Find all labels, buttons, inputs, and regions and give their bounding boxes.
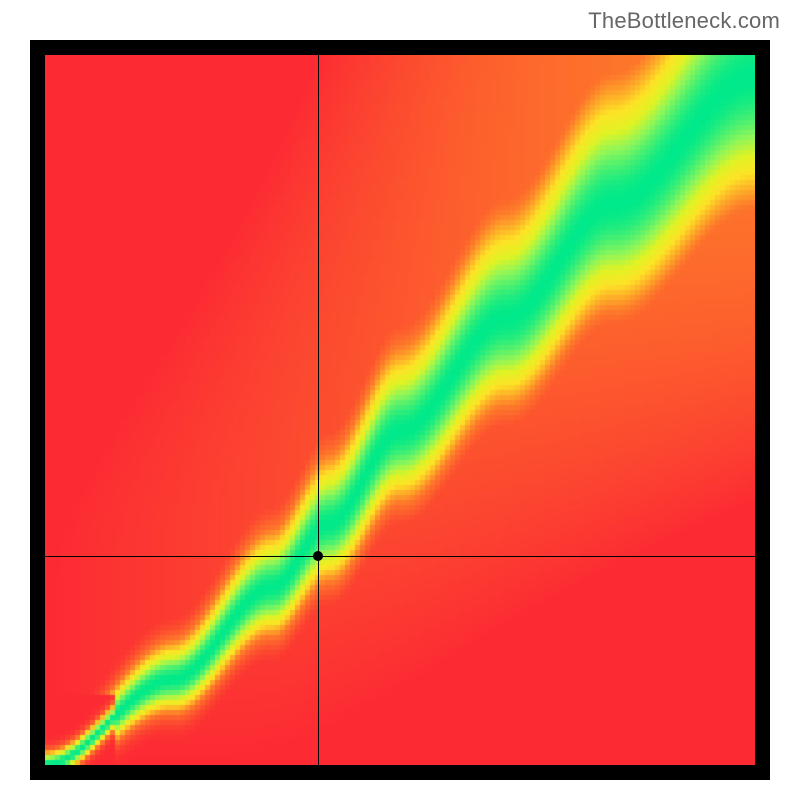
bottleneck-heatmap: [45, 55, 755, 765]
crosshair-horizontal: [45, 556, 755, 557]
chart-frame: [30, 40, 770, 780]
crosshair-marker-dot: [313, 551, 323, 561]
chart-container: TheBottleneck.com: [0, 0, 800, 800]
crosshair-vertical: [318, 55, 319, 765]
watermark-text: TheBottleneck.com: [588, 8, 780, 34]
